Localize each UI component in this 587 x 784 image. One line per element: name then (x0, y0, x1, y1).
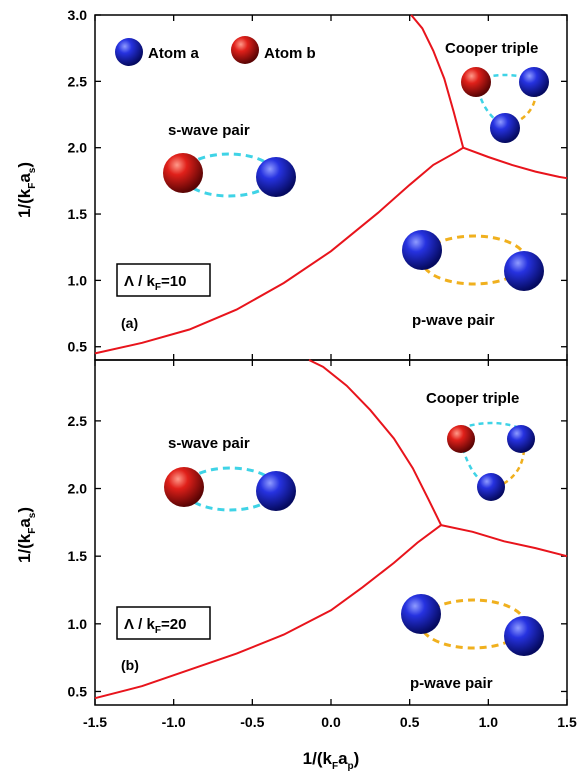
y-tick-label: 2.5 (68, 413, 88, 429)
triple-link-top (461, 423, 520, 428)
y-tick-label: 0.5 (68, 683, 88, 699)
atom-a-icon (401, 594, 441, 634)
atom-a-icon (490, 113, 520, 143)
panel-b-y-ticks: 0.5 1.0 1.5 2.0 2.5 (68, 413, 567, 700)
panel-a-frame (95, 15, 567, 360)
atom-a-icon (256, 157, 296, 197)
panel-b-p-wave-illustration (401, 594, 544, 656)
y-tick-label: 2.0 (68, 140, 88, 156)
y-tick-label: 2.5 (68, 73, 88, 89)
panel-a-x-tick-marks (95, 15, 567, 360)
y-tick-label: 0.5 (68, 339, 88, 355)
x-tick-label: 0.5 (400, 714, 420, 730)
atom-a-icon (507, 425, 535, 453)
atom-b-icon (164, 467, 204, 507)
panel-b-cooper-triple-illustration (447, 423, 535, 501)
atom-b-icon (461, 67, 491, 97)
panel-a-y-ticks: 0.5 1.0 1.5 2.0 2.5 3.0 (68, 7, 567, 355)
panel-a: 0.5 1.0 1.5 2.0 2.5 3.0 Atom a Atom b s-wave … (15, 7, 567, 360)
panel-a-s-wave-label: s-wave pair (168, 122, 250, 139)
panel-b-p-wave-label: p-wave pair (410, 675, 493, 692)
atom-a-icon (402, 230, 442, 270)
panel-a-cooper-triple-illustration (461, 67, 549, 143)
legend-atom-b-label: Atom b (264, 45, 316, 62)
panel-a-lambda-box: Λ / kF=10 (117, 264, 210, 296)
panel-b-y-axis-title: 1/(kFas) (15, 507, 38, 563)
panel-b: 0.5 1.0 1.5 2.0 2.5 -1.5 -1.0 -0.5 0.0 0.5 1.0 1.5… (15, 360, 577, 730)
atom-a-icon (477, 473, 505, 501)
svg-text:1/(kFas): 1/(kFas) (15, 507, 38, 563)
atom-a-icon (504, 616, 544, 656)
boundary-p-triple-line (441, 525, 567, 556)
x-tick-label: 1.0 (479, 714, 499, 730)
panel-b-boundaries (95, 360, 567, 698)
x-tick-label: -1.5 (83, 714, 107, 730)
panel-a-p-wave-illustration (402, 230, 544, 291)
x-tick-label: -1.0 (162, 714, 186, 730)
y-tick-label: 1.0 (68, 272, 88, 288)
panel-a-s-wave-illustration (163, 153, 296, 197)
panel-b-s-wave-illustration (164, 467, 296, 511)
panel-b-cooper-triple-label: Cooper triple (426, 390, 519, 407)
panel-a-p-wave-label: p-wave pair (412, 312, 495, 329)
y-tick-label: 2.0 (68, 481, 88, 497)
legend: Atom a Atom b (115, 36, 316, 66)
boundary-s-triple-line (411, 15, 463, 148)
y-tick-label: 1.5 (68, 548, 88, 564)
x-tick-label: 1.5 (557, 714, 577, 730)
atom-a-icon (256, 471, 296, 511)
atom-a-icon (504, 251, 544, 291)
y-tick-label: 1.0 (68, 616, 88, 632)
panel-a-cooper-triple-label: Cooper triple (445, 40, 538, 57)
svg-text:1/(kFas): 1/(kFas) (15, 162, 38, 218)
legend-atom-a-icon (115, 38, 143, 66)
panel-b-lambda-box: Λ / kF=20 (117, 607, 210, 639)
legend-atom-b-icon (231, 36, 259, 64)
boundary-p-triple-line (463, 148, 567, 179)
panel-a-y-axis-title: 1/(kFas) (15, 162, 38, 218)
panel-a-boundaries (95, 15, 567, 353)
boundary-s-triple-line (309, 360, 441, 525)
y-tick-label: 1.5 (68, 206, 88, 222)
panel-a-label: (a) (121, 315, 138, 331)
legend-atom-a-label: Atom a (148, 45, 199, 62)
x-tick-label: -0.5 (240, 714, 264, 730)
panel-b-x-ticks: -1.5 -1.0 -0.5 0.0 0.5 1.0 1.5 (83, 360, 577, 730)
x-axis-title: 1/(kFap) (303, 749, 360, 772)
atom-a-icon (519, 67, 549, 97)
panel-b-frame (95, 360, 567, 705)
atom-b-icon (163, 153, 203, 193)
atom-b-icon (447, 425, 475, 453)
y-tick-label: 3.0 (68, 7, 88, 23)
panel-b-s-wave-label: s-wave pair (168, 435, 250, 452)
x-tick-label: 0.0 (321, 714, 341, 730)
panel-b-label: (b) (121, 657, 139, 673)
